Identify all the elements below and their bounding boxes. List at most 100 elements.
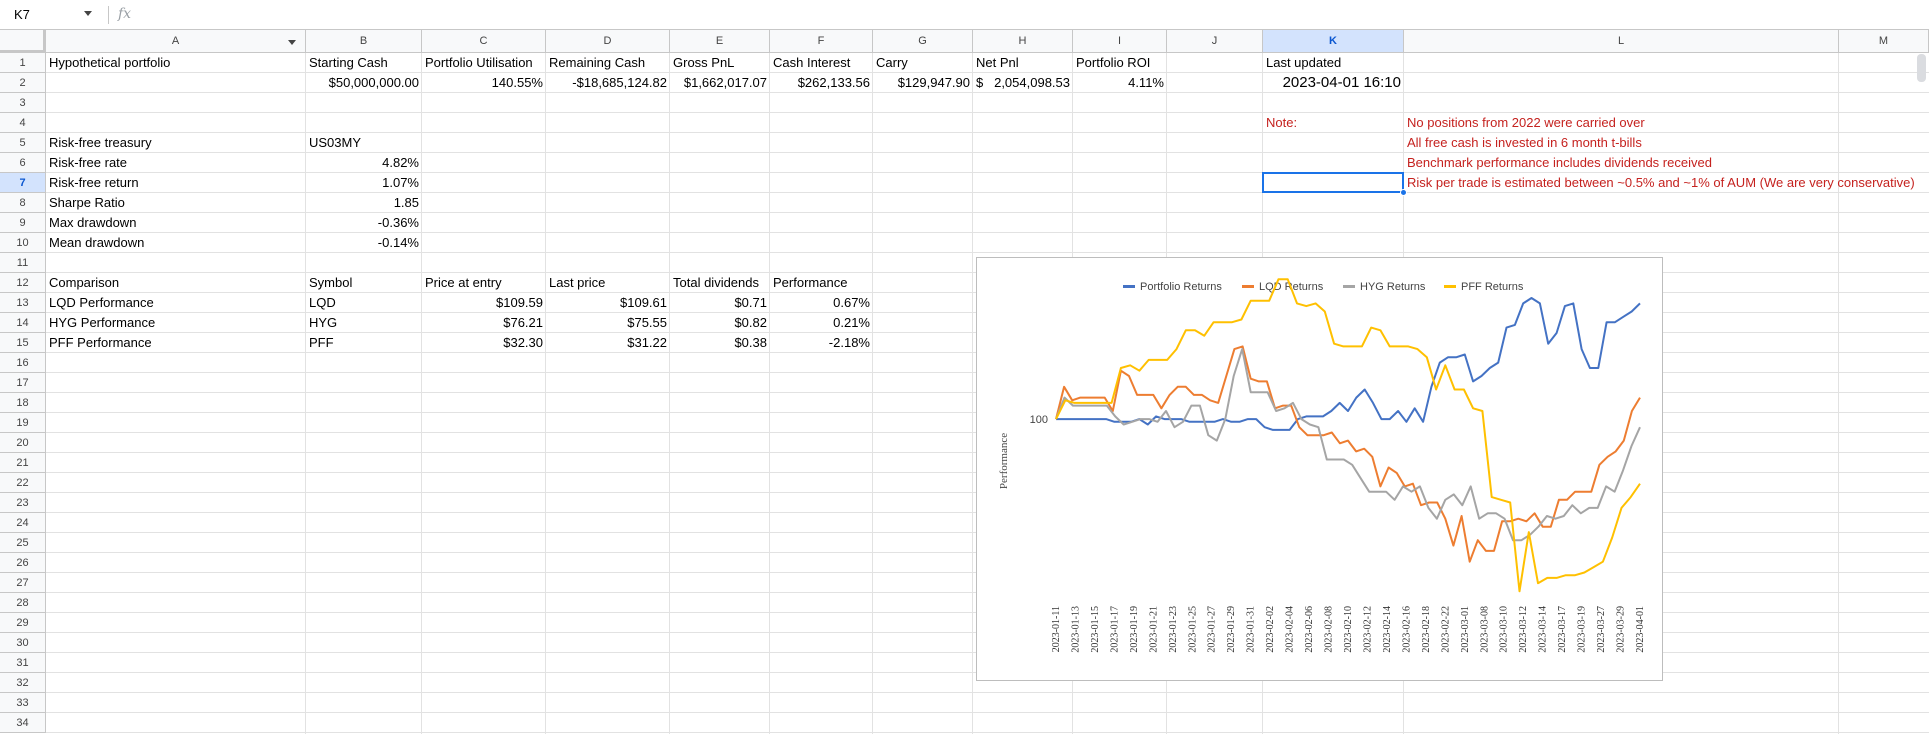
row-header-22[interactable]: 22: [0, 473, 46, 493]
row-header-8[interactable]: 8: [0, 193, 46, 213]
comparison-header[interactable]: Symbol: [309, 275, 353, 290]
row-header-16[interactable]: 16: [0, 353, 46, 373]
comparison-cell[interactable]: $0.38: [734, 335, 767, 350]
cell-i1[interactable]: Portfolio ROI: [1076, 55, 1151, 70]
cell-b2[interactable]: $50,000,000.00: [328, 75, 419, 90]
comparison-cell[interactable]: LQD: [309, 295, 336, 310]
comparison-header[interactable]: Price at entry: [425, 275, 502, 290]
risk-value[interactable]: 4.82%: [382, 155, 419, 170]
column-header-i[interactable]: I: [1073, 30, 1167, 53]
cell-b1[interactable]: Starting Cash: [309, 55, 388, 70]
note-line[interactable]: No positions from 2022 were carried over: [1407, 115, 1645, 130]
column-header-j[interactable]: J: [1167, 30, 1263, 53]
row-header-28[interactable]: 28: [0, 593, 46, 613]
comparison-header[interactable]: Performance: [773, 275, 848, 290]
column-header-b[interactable]: B: [306, 30, 422, 53]
row-header-3[interactable]: 3: [0, 93, 46, 113]
column-header-a[interactable]: A: [46, 30, 306, 53]
comparison-cell[interactable]: $75.55: [627, 315, 667, 330]
comparison-row-label[interactable]: PFF Performance: [49, 335, 152, 350]
cell-h1[interactable]: Net Pnl: [976, 55, 1019, 70]
row-header-24[interactable]: 24: [0, 513, 46, 533]
row-header-30[interactable]: 30: [0, 633, 46, 653]
comparison-row-label[interactable]: LQD Performance: [49, 295, 154, 310]
risk-value[interactable]: US03MY: [309, 135, 362, 150]
row-header-26[interactable]: 26: [0, 553, 46, 573]
row-header-13[interactable]: 13: [0, 293, 46, 313]
note-line[interactable]: All free cash is invested in 6 month t-b…: [1407, 135, 1642, 150]
comparison-cell[interactable]: $31.22: [627, 335, 667, 350]
chart-container[interactable]: Portfolio Returns LQD Returns HYG Returns P…: [976, 257, 1663, 681]
note-line[interactable]: Risk per trade is estimated between ~0.5…: [1407, 175, 1915, 190]
risk-label[interactable]: Mean drawdown: [49, 235, 145, 250]
comparison-header[interactable]: Last price: [549, 275, 606, 290]
comparison-cell[interactable]: $109.59: [496, 295, 543, 310]
cell-g2[interactable]: $129,947.90: [897, 75, 970, 90]
formula-input[interactable]: [140, 0, 1920, 30]
row-header-23[interactable]: 23: [0, 493, 46, 513]
comparison-cell[interactable]: PFF: [309, 335, 334, 350]
cell-h2-currency[interactable]: $: [976, 75, 984, 90]
risk-value[interactable]: 1.85: [393, 195, 419, 210]
row-header-31[interactable]: 31: [0, 653, 46, 673]
risk-value[interactable]: -0.36%: [377, 215, 419, 230]
comparison-cell[interactable]: 0.67%: [833, 295, 870, 310]
row-header-21[interactable]: 21: [0, 453, 46, 473]
comparison-row-label[interactable]: HYG Performance: [49, 315, 156, 330]
risk-label[interactable]: Sharpe Ratio: [49, 195, 125, 210]
row-header-14[interactable]: 14: [0, 313, 46, 333]
row-header-15[interactable]: 15: [0, 333, 46, 353]
cell-e1[interactable]: Gross PnL: [673, 55, 735, 70]
row-header-18[interactable]: 18: [0, 393, 46, 413]
comparison-cell[interactable]: 0.21%: [833, 315, 870, 330]
row-header-7[interactable]: 7: [0, 173, 46, 193]
fill-handle[interactable]: [1400, 189, 1407, 196]
column-header-k[interactable]: K: [1263, 30, 1404, 53]
cell-e2[interactable]: $1,662,017.07: [683, 75, 767, 90]
row-header-29[interactable]: 29: [0, 613, 46, 633]
comparison-cell[interactable]: $76.21: [503, 315, 543, 330]
risk-value[interactable]: 1.07%: [382, 175, 419, 190]
cell-k2[interactable]: 2023-04-01 16:10: [1282, 74, 1401, 91]
row-header-25[interactable]: 25: [0, 533, 46, 553]
column-header-d[interactable]: D: [546, 30, 670, 53]
cell-g1[interactable]: Carry: [876, 55, 908, 70]
row-header-10[interactable]: 10: [0, 233, 46, 253]
risk-value[interactable]: -0.14%: [377, 235, 419, 250]
column-header-f[interactable]: F: [770, 30, 873, 53]
row-header-33[interactable]: 33: [0, 693, 46, 713]
comparison-cell[interactable]: $0.71: [734, 295, 767, 310]
row-header-34[interactable]: 34: [0, 713, 46, 733]
column-header-c[interactable]: C: [422, 30, 546, 53]
cell-h2[interactable]: 2,054,098.53: [994, 75, 1070, 90]
comparison-header[interactable]: Total dividends: [673, 275, 759, 290]
comparison-cell[interactable]: $32.30: [503, 335, 543, 350]
cell-i2[interactable]: 4.11%: [1128, 75, 1164, 90]
chevron-down-icon[interactable]: [84, 11, 92, 16]
cell-k1[interactable]: Last updated: [1266, 55, 1342, 70]
row-header-6[interactable]: 6: [0, 153, 46, 173]
cell-f2[interactable]: $262,133.56: [797, 75, 870, 90]
row-header-1[interactable]: 1: [0, 53, 46, 73]
row-header-20[interactable]: 20: [0, 433, 46, 453]
row-header-2[interactable]: 2: [0, 73, 46, 93]
chevron-down-icon[interactable]: [288, 40, 296, 45]
comparison-cell[interactable]: HYG: [309, 315, 338, 330]
cell-c1[interactable]: Portfolio Utilisation: [425, 55, 533, 70]
row-header-11[interactable]: 11: [0, 253, 46, 273]
spreadsheet-grid[interactable]: A B C D E F G H I J K L M 1 2 3 4 5 6 7 8 9 10 11 12 13 14 15 16 17 18…: [0, 30, 1929, 734]
selected-cell[interactable]: [1262, 172, 1404, 193]
select-all-corner[interactable]: [0, 30, 46, 53]
column-header-h[interactable]: H: [973, 30, 1073, 53]
row-header-9[interactable]: 9: [0, 213, 46, 233]
row-header-17[interactable]: 17: [0, 373, 46, 393]
row-header-32[interactable]: 32: [0, 673, 46, 693]
column-header-l[interactable]: L: [1404, 30, 1839, 53]
cell-c2[interactable]: 140.55%: [491, 75, 543, 90]
comparison-cell[interactable]: $109.61: [620, 295, 667, 310]
risk-label[interactable]: Max drawdown: [49, 215, 137, 230]
cell-d1[interactable]: Remaining Cash: [549, 55, 646, 70]
comparison-cell[interactable]: $0.82: [734, 315, 767, 330]
row-header-27[interactable]: 27: [0, 573, 46, 593]
risk-label[interactable]: Risk-free return: [49, 175, 139, 190]
